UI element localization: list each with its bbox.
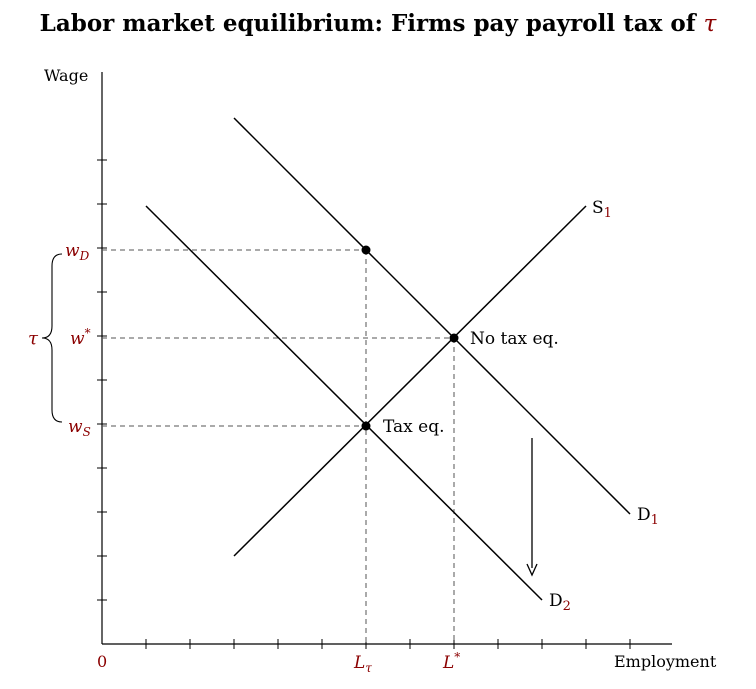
tax-eq-point [361, 421, 371, 431]
title-tau: τ [703, 11, 717, 37]
y-ticks [97, 159, 107, 601]
guide-lines [102, 249, 455, 644]
s1-label: S1 [592, 198, 612, 221]
x-tick-L-star: L* [442, 650, 460, 673]
y-tick-w-D: wD [65, 241, 90, 263]
title-text: Labor market equilibrium: Firms pay payr… [39, 10, 696, 37]
demand-curve-d1 [233, 117, 631, 515]
tau-brace-label: τ [28, 328, 39, 349]
tax-eq-label: Tax eq. [383, 417, 445, 437]
x-tick-L-tau: Lτ [353, 653, 372, 675]
origin-label: 0 [97, 652, 107, 671]
supply-curve-s1 [233, 205, 587, 557]
d2-label: D2 [549, 591, 571, 614]
diagram-title: Labor market equilibrium: Firms pay payr… [0, 10, 756, 37]
y-axis-label: Wage [44, 66, 88, 85]
shift-arrow-head [526, 563, 538, 577]
y-tick-w-star: w* [70, 326, 91, 349]
no-tax-eq-point [449, 333, 459, 343]
tau-brace [41, 253, 63, 423]
demand-curve-d2 [145, 205, 543, 601]
y-tick-w-S: wS [68, 417, 91, 439]
d1-label: D1 [637, 505, 659, 528]
no-tax-eq-label: No tax eq. [470, 329, 559, 349]
x-axis-label: Employment [614, 652, 717, 671]
wage-demand-point [361, 245, 371, 255]
